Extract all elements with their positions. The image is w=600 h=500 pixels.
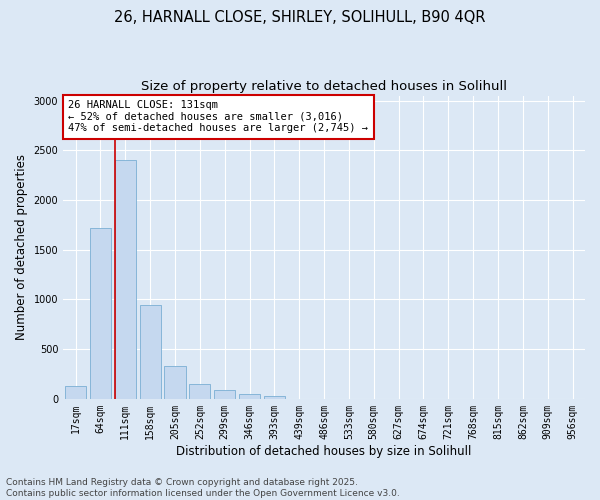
Y-axis label: Number of detached properties: Number of detached properties (15, 154, 28, 340)
Bar (214, 390, 235, 399)
Bar (115, 160, 136, 399)
Bar (90, 228, 111, 399)
Title: Size of property relative to detached houses in Solihull: Size of property relative to detached ho… (141, 80, 507, 93)
Bar (65, 386, 86, 399)
Text: Contains HM Land Registry data © Crown copyright and database right 2025.
Contai: Contains HM Land Registry data © Crown c… (6, 478, 400, 498)
Text: 26, HARNALL CLOSE, SHIRLEY, SOLIHULL, B90 4QR: 26, HARNALL CLOSE, SHIRLEY, SOLIHULL, B9… (114, 10, 486, 25)
Bar (164, 366, 185, 399)
Bar (140, 306, 161, 399)
Bar (239, 394, 260, 399)
Bar (264, 396, 285, 399)
X-axis label: Distribution of detached houses by size in Solihull: Distribution of detached houses by size … (176, 444, 472, 458)
Text: 26 HARNALL CLOSE: 131sqm
← 52% of detached houses are smaller (3,016)
47% of sem: 26 HARNALL CLOSE: 131sqm ← 52% of detach… (68, 100, 368, 134)
Bar (189, 384, 211, 399)
